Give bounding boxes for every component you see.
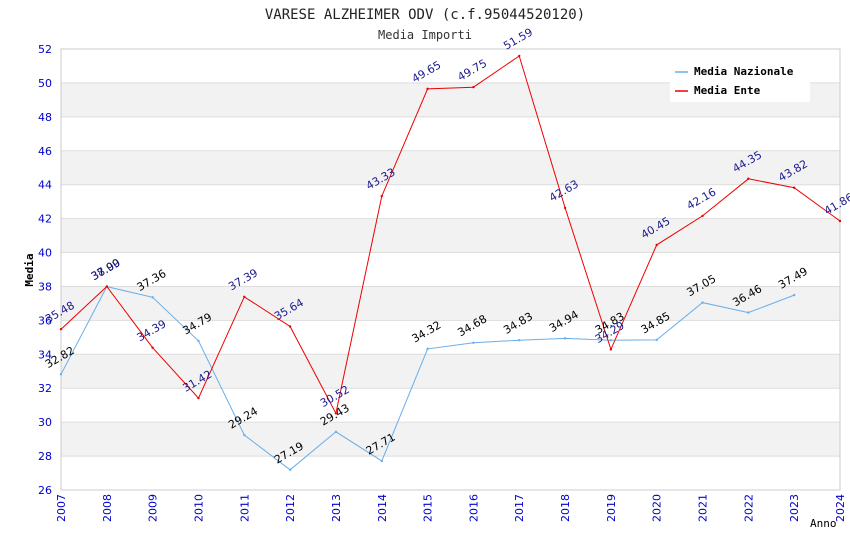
legend-box [670,60,810,102]
legend-label-media-ente: Media Ente [694,84,761,97]
plot-frame [60,48,841,491]
data-point [518,54,521,58]
data-point [243,295,246,299]
y-tick-label: 52 [38,43,52,56]
data-point [747,311,750,314]
x-tick-label: 2018 [559,494,572,522]
x-tick-label: 2022 [742,494,755,522]
y-tick-label: 40 [38,247,52,260]
legend-label-media-nazionale: Media Nazionale [694,65,794,78]
data-label: 41.86 [822,191,850,218]
data-point [334,412,338,415]
data-point [334,430,338,434]
y-tick-label: 48 [38,111,52,124]
data-point [197,396,200,400]
data-point [288,468,292,472]
data-point [151,346,154,349]
data-point [59,328,63,331]
data-point [197,339,200,343]
y-axis-ticks: 26 28 30 32 34 36 38 40 42 44 46 48 50 52 [38,43,52,497]
y-tick-label: 26 [38,484,52,497]
chart-subtitle: Media Importi [378,28,472,42]
data-label: 34.39 [135,317,169,344]
legend: Media Nazionale Media Ente [670,60,810,102]
data-point [563,337,567,340]
grid-band [61,150,840,185]
data-point [288,325,292,328]
x-tick-label: 2007 [55,494,68,522]
grid-band [61,218,840,253]
x-axis-label: Anno [810,517,837,530]
x-tick-label: 2021 [697,494,710,522]
grid-bands [61,82,840,457]
x-tick-label: 2024 [834,494,847,522]
y-tick-label: 50 [38,77,52,90]
data-point [655,338,658,342]
y-tick-label: 28 [38,450,52,463]
data-point [380,194,383,198]
x-tick-label: 2009 [147,494,160,522]
data-label: 34.32 [410,318,444,345]
y-axis-label: Media [23,253,36,286]
data-point [701,214,704,218]
x-tick-label: 2016 [467,494,480,522]
data-point [472,341,475,344]
data-point [472,85,475,89]
x-tick-label: 2011 [238,494,251,522]
y-tick-label: 32 [38,382,52,395]
y-tick-label: 34 [38,348,52,361]
data-point [747,177,750,180]
y-tick-label: 42 [38,213,52,226]
y-tick-label: 36 [38,314,52,327]
data-label: 38.00 [89,256,123,283]
x-tick-label: 2014 [376,494,389,522]
data-point [243,433,246,437]
x-tick-label: 2020 [651,494,664,522]
x-tick-label: 2019 [605,494,618,522]
data-point [426,347,429,351]
x-tick-label: 2008 [101,494,114,522]
data-point [792,293,796,297]
data-point [380,459,383,463]
data-point [518,339,521,342]
data-label: 49.65 [410,58,444,85]
data-point [609,339,613,342]
x-tick-label: 2013 [330,494,343,522]
data-point [563,206,567,210]
chart-title: VARESE ALZHEIMER ODV (c.f.95044520120) [265,7,585,23]
grid-band [61,286,840,321]
data-point [838,219,842,223]
series-lines [59,54,842,472]
y-tick-label: 46 [38,145,52,158]
data-point [701,301,704,304]
data-point [59,373,63,376]
y-tick-label: 30 [38,416,52,429]
series-line-1 [60,55,841,415]
grid-band [61,354,840,389]
data-point [426,87,429,91]
x-tick-label: 2023 [788,494,801,522]
x-tick-label: 2010 [192,494,205,522]
data-point [655,243,658,247]
grid-band [61,422,840,457]
y-tick-label: 44 [38,179,52,192]
data-point [151,296,154,299]
data-label: 42.16 [685,185,719,212]
data-label: 35.48 [43,299,77,326]
y-tick-label: 38 [38,280,52,293]
x-tick-label: 2017 [513,494,526,522]
data-point [105,285,109,288]
data-point [792,186,796,189]
x-axis-ticks: 2007 2008 2009 2010 2011 2012 2013 2014 2015 2016… [55,494,847,522]
data-point [609,348,613,351]
x-tick-label: 2015 [422,494,435,522]
x-tick-label: 2012 [284,494,297,522]
